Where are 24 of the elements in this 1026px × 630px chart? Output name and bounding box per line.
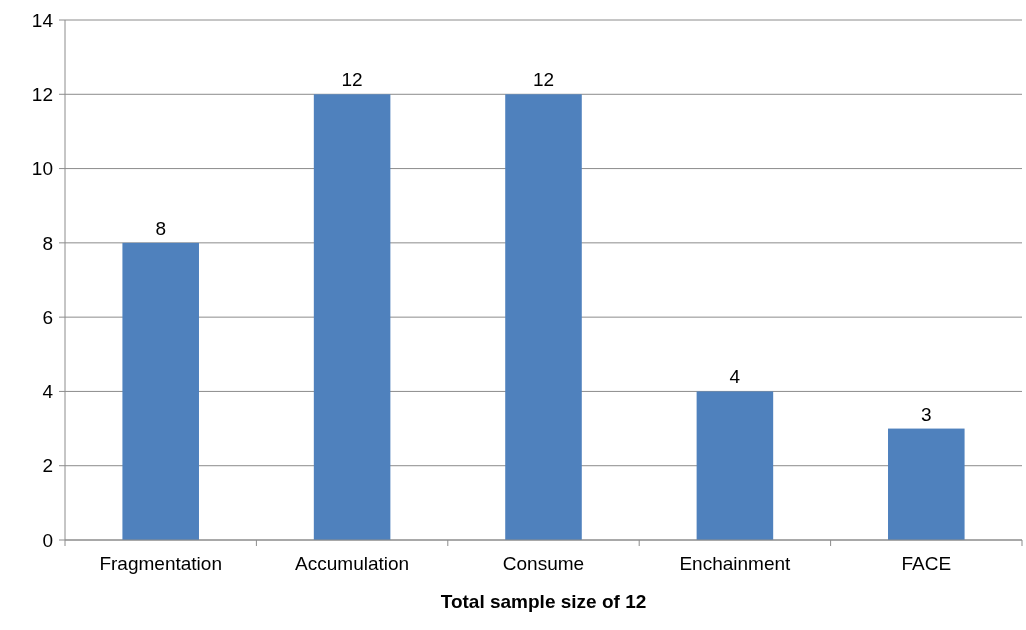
y-tick-label: 14 — [31, 9, 54, 31]
x-tick-label: Enchainment — [679, 553, 792, 574]
y-tick-label: 4 — [42, 381, 54, 403]
x-tick-label: Fragmentation — [99, 553, 222, 574]
data-label: 12 — [341, 69, 363, 91]
y-tick-label: 0 — [42, 529, 53, 551]
bar — [313, 94, 391, 540]
y-tick-label: 12 — [31, 83, 53, 105]
data-label: 8 — [155, 217, 166, 239]
data-label: 4 — [729, 366, 741, 388]
y-tick-label: 2 — [42, 455, 53, 477]
data-label: 3 — [921, 403, 932, 425]
y-tick-label: 6 — [42, 306, 53, 328]
x-tick-label: Accumulation — [295, 553, 410, 574]
data-label: 12 — [532, 69, 555, 91]
x-tick-label: FACE — [901, 553, 952, 574]
y-tick-label: 10 — [31, 158, 53, 180]
bar — [696, 391, 774, 540]
bar — [122, 242, 199, 540]
x-tick-label: Consume — [502, 553, 585, 574]
bar — [888, 428, 965, 540]
x-axis-title: Total sample size of 12 — [440, 591, 647, 612]
y-tick-label: 8 — [42, 232, 53, 254]
bar — [505, 94, 582, 540]
